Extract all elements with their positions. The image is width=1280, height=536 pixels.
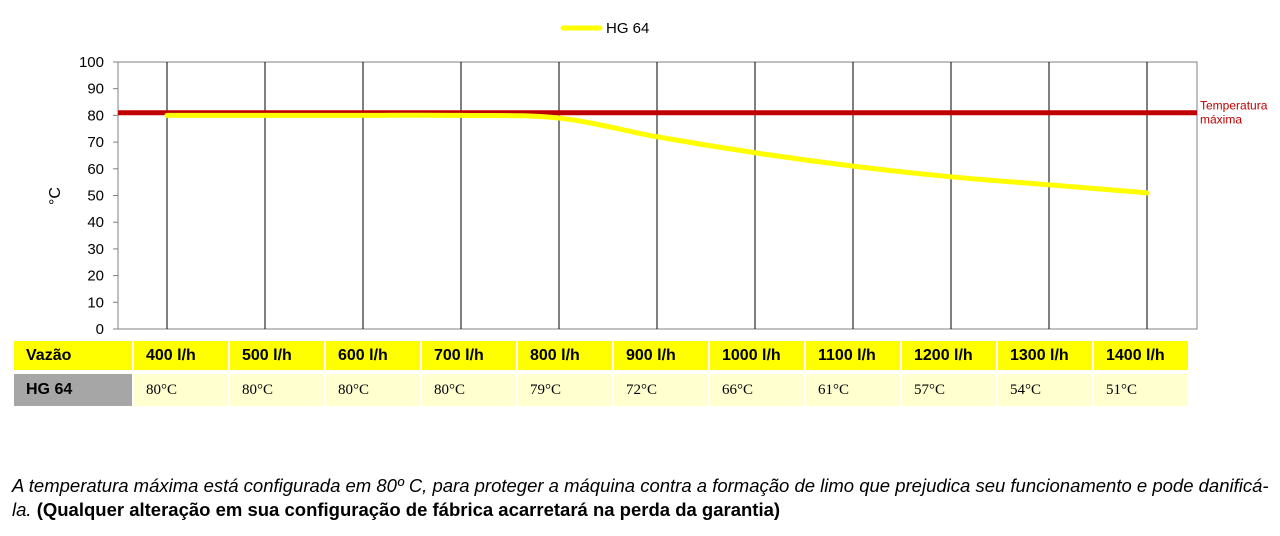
legend: HG 64 <box>560 20 649 37</box>
table-header-label: Vazão <box>14 341 132 374</box>
table-column-header: 1200 l/h <box>902 341 996 374</box>
y-tick-label: 20 <box>87 268 104 285</box>
table-header-row: Vazão 400 l/h 500 l/h 600 l/h 700 l/h 800 l/… <box>14 341 1188 374</box>
table-column-header: 1000 l/h <box>710 341 804 374</box>
footnote: A temperatura máxima está configurada em… <box>12 474 1272 522</box>
data-table: Vazão 400 l/h 500 l/h 600 l/h 700 l/h 800 l/… <box>12 341 1190 406</box>
y-tick-label: 40 <box>87 214 104 231</box>
table-cell: 54°C <box>998 374 1092 406</box>
table-values-row: HG 64 80°C 80°C 80°C 80°C 79°C 72°C 66°C 61°C 57… <box>14 374 1188 406</box>
y-tick-label: 70 <box>87 134 104 151</box>
table-column-header: 400 l/h <box>134 341 228 374</box>
table-cell: 79°C <box>518 374 612 406</box>
max-temperature-label-1: Temperatura <box>1200 99 1268 113</box>
table-cell: 61°C <box>806 374 900 406</box>
table-column-header: 1400 l/h <box>1094 341 1188 374</box>
y-tick-label: 80 <box>87 107 104 124</box>
table-cell: 57°C <box>902 374 996 406</box>
table-cell: 66°C <box>710 374 804 406</box>
table-cell: 80°C <box>422 374 516 406</box>
table-column-header: 700 l/h <box>422 341 516 374</box>
table-cell: 80°C <box>230 374 324 406</box>
table-column-header: 1100 l/h <box>806 341 900 374</box>
y-tick-label: 50 <box>87 188 104 205</box>
footnote-bold: (Qualquer alteração em sua configuração … <box>36 499 781 520</box>
table-row-label: HG 64 <box>14 374 132 406</box>
table-cell: 72°C <box>614 374 708 406</box>
y-tick-label: 100 <box>79 54 104 71</box>
footnote-italic: A temperatura máxima está configurada em… <box>12 475 1269 520</box>
table-cell: 80°C <box>326 374 420 406</box>
y-tick-label: 60 <box>87 161 104 178</box>
table-column-header: 600 l/h <box>326 341 420 374</box>
y-tick-label: 0 <box>96 321 104 338</box>
table-column-header: 800 l/h <box>518 341 612 374</box>
y-tick-label: 90 <box>87 81 104 98</box>
table-cell: 51°C <box>1094 374 1188 406</box>
table-column-header: 500 l/h <box>230 341 324 374</box>
chart: HG 64 °C 0 10 20 30 40 50 60 70 80 90 100 Temperatu… <box>47 20 1268 338</box>
y-tick-label: 10 <box>87 294 104 311</box>
y-tick-label: 30 <box>87 241 104 258</box>
table-column-header: 1300 l/h <box>998 341 1092 374</box>
legend-label: HG 64 <box>606 20 649 37</box>
max-temperature-label-2: máxima <box>1200 113 1242 127</box>
table-column-header: 900 l/h <box>614 341 708 374</box>
y-axis-label: °C <box>47 187 64 205</box>
table-cell: 80°C <box>134 374 228 406</box>
